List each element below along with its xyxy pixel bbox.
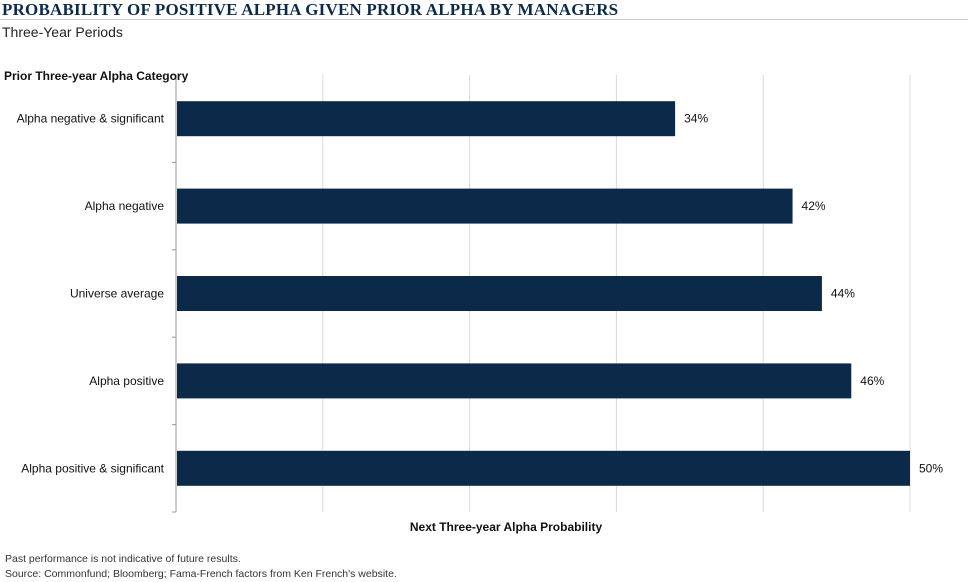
value-label: 46%: [860, 374, 884, 388]
title-rule: [0, 19, 968, 20]
bar: [177, 363, 852, 399]
category-label: Alpha positive: [89, 374, 164, 388]
chart-title: PROBABILITY OF POSITIVE ALPHA GIVEN PRIO…: [2, 0, 619, 19]
value-label: 44%: [831, 287, 855, 301]
footnote-source: Source: Commonfund; Bloomberg; Fama-Fren…: [5, 568, 397, 580]
value-label: 42%: [802, 199, 826, 213]
bar: [177, 101, 676, 137]
footnote-disclaimer: Past performance is not indicative of fu…: [5, 553, 241, 565]
x-axis-title: Next Three-year Alpha Probability: [410, 520, 603, 534]
category-label: Alpha negative: [85, 199, 165, 213]
bars: [177, 101, 910, 486]
category-label: Alpha positive & significant: [21, 461, 164, 475]
bar: [177, 188, 793, 224]
axes: [172, 74, 177, 513]
bar: [177, 276, 822, 311]
labels: Alpha negative & significant 34% Alpha neg…: [17, 112, 944, 476]
category-label: Universe average: [70, 287, 164, 301]
bar: [177, 450, 910, 486]
chart-subtitle: Three-Year Periods: [2, 24, 123, 40]
value-label: 34%: [684, 112, 708, 126]
category-label: Alpha negative & significant: [17, 112, 165, 126]
bar-chart: Alpha negative & significant 34% Alpha neg…: [4, 69, 944, 534]
y-axis-title: Prior Three-year Alpha Category: [4, 69, 189, 83]
value-label: 50%: [919, 461, 943, 475]
